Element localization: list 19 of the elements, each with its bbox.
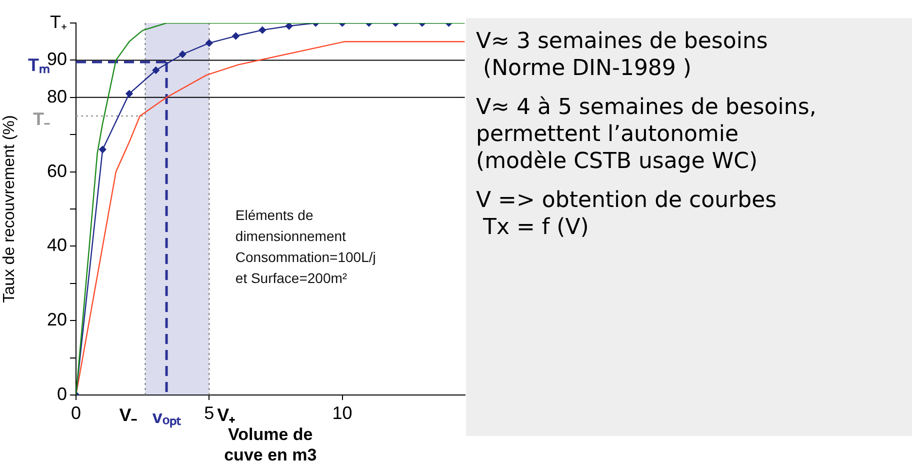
y-tick-label: T₊ — [50, 12, 67, 32]
ref-line-label: V₋ — [119, 404, 138, 425]
ref-line-label: V₊ — [217, 404, 236, 425]
y-axis-title: Taux de recouvrement (%) — [1, 115, 18, 303]
x-axis-title: Volume de cuve en m3 — [224, 425, 317, 464]
x-tick-label: 10 — [332, 402, 352, 423]
y-tick-label: 0 — [56, 384, 67, 404]
y-tick-label: 80 — [46, 86, 67, 106]
text: V => obtention de courbes Tx = f (V) — [476, 187, 778, 241]
x-tick-label: 5 — [204, 402, 214, 423]
annotation: Eléments de dimensionnement Consommation=100L/j et Surface=200m² — [235, 206, 376, 286]
series-label: vₒₚₜ — [152, 406, 182, 428]
x-tick-label: 0 — [70, 402, 82, 423]
y-tick-label: 40 — [46, 235, 67, 256]
text: V≈ 4 à 5 semaines de besoins, permettent l’autonomie (modèle CSTB usage WC) — [476, 94, 818, 175]
y-tick-label: 60 — [46, 160, 67, 181]
series-label: T₋ — [33, 108, 50, 129]
text: V≈ 3 semaines de besoins (Norme DIN-1989 ) — [476, 28, 769, 82]
y-tick-label: 20 — [46, 310, 67, 330]
